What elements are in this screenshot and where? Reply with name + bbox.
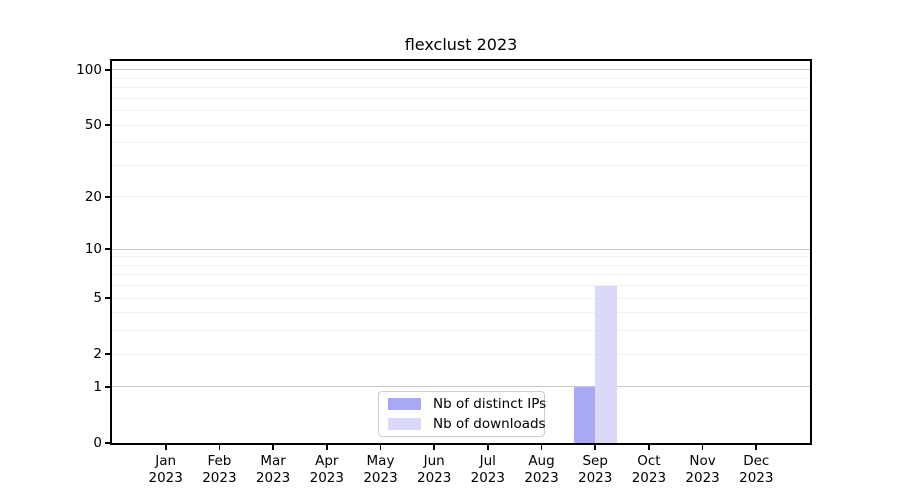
gridline-minor: [112, 264, 810, 266]
x-tick-mark: [325, 445, 328, 450]
gridline-minor: [112, 97, 810, 99]
x-tick-mark: [486, 445, 489, 450]
x-tick-label: Jan 2023: [148, 453, 183, 486]
plot-area: 0 1 2 5 10 20 50 100 Jan 2023 Feb 2023 Mar 2023 Apr 202…: [76, 59, 812, 486]
x-tick-label: Jul 2023: [470, 453, 505, 486]
gridline-major: [112, 386, 810, 388]
gridline-major: [112, 248, 810, 250]
x-tick-mark: [433, 445, 436, 450]
y-tick-mark: [105, 297, 112, 300]
gridline-minor: [112, 77, 810, 79]
gridline-minor: [112, 274, 810, 276]
legend: Nb of distinct IPs Nb of downloads: [378, 391, 546, 437]
gridline-minor: [112, 142, 810, 144]
y-tick-mark: [105, 386, 112, 388]
y-tick-mark: [105, 442, 112, 444]
x-tick-label: Mar 2023: [255, 453, 291, 486]
x-tick-mark: [701, 445, 704, 450]
x-tick-label: Nov 2023: [685, 453, 720, 486]
y-tick-label: 2: [93, 346, 102, 363]
x-tick-mark: [594, 445, 597, 450]
axes-layer: 0 1 2 5 10 20 50 100 Jan 2023 Feb 2023 Mar 2023 Apr 202…: [76, 61, 810, 486]
bars-layer: [112, 61, 810, 443]
gridline-minor: [112, 87, 810, 89]
legend-item-downloads: Nb of downloads: [388, 416, 546, 432]
gridline-minor: [112, 124, 810, 126]
y-tick-label: 0: [93, 435, 102, 451]
x-tick-mark: [164, 445, 167, 450]
x-tick-label: Feb 2023: [202, 453, 237, 486]
gridline-minor: [112, 353, 810, 355]
y-tick-label: 100: [76, 62, 102, 78]
x-tick-mark: [218, 445, 221, 450]
x-tick-mark: [272, 445, 274, 450]
y-tick-label: 50: [84, 117, 102, 134]
y-tick-mark: [105, 248, 112, 251]
x-tick-label: Aug 2023: [524, 453, 559, 486]
gridline-minor: [112, 285, 810, 287]
chart-title: flexclust 2023: [404, 35, 518, 54]
gridline-minor: [112, 330, 810, 332]
gridline-minor: [112, 196, 810, 198]
gridline-minor: [112, 110, 810, 112]
y-tick-label: 10: [84, 241, 102, 258]
legend-swatch-distinct-ips: [388, 398, 421, 410]
legend-label-downloads: Nb of downloads: [433, 416, 546, 432]
gridline-major: [112, 69, 810, 71]
legend-label-distinct-ips: Nb of distinct IPs: [433, 396, 547, 412]
x-tick-mark: [755, 445, 758, 450]
legend-item-distinct-ips: Nb of distinct IPs: [388, 396, 546, 412]
y-tick-mark: [105, 353, 112, 356]
x-tick-label: Dec 2023: [739, 453, 774, 486]
x-tick-label: Jun 2023: [417, 453, 452, 486]
x-tick-label: May 2023: [363, 453, 398, 486]
x-tick-label: Sep 2023: [578, 453, 613, 486]
y-tick-label: 5: [93, 290, 102, 307]
x-tick-mark: [540, 445, 543, 450]
gridline-minor: [112, 297, 810, 299]
gridlines-layer: [112, 61, 810, 443]
gridline-minor: [112, 312, 810, 314]
x-tick-mark: [648, 445, 650, 450]
x-tick-mark: [379, 445, 382, 450]
y-tick-mark: [105, 196, 112, 198]
y-tick-label: 1: [93, 379, 102, 395]
legend-swatch-downloads: [388, 418, 421, 430]
bar-nb-of-distinct-ips-sep-2023: [573, 387, 596, 443]
x-tick-label: Apr 2023: [309, 453, 344, 486]
x-tick-label: Oct 2023: [631, 453, 667, 486]
gridline-minor: [112, 164, 810, 166]
y-tick-mark: [105, 69, 112, 71]
y-tick-mark: [105, 124, 112, 127]
y-tick-label: 20: [84, 188, 102, 205]
gridline-minor: [112, 256, 810, 258]
bar-nb-of-downloads-sep-2023: [595, 285, 617, 443]
